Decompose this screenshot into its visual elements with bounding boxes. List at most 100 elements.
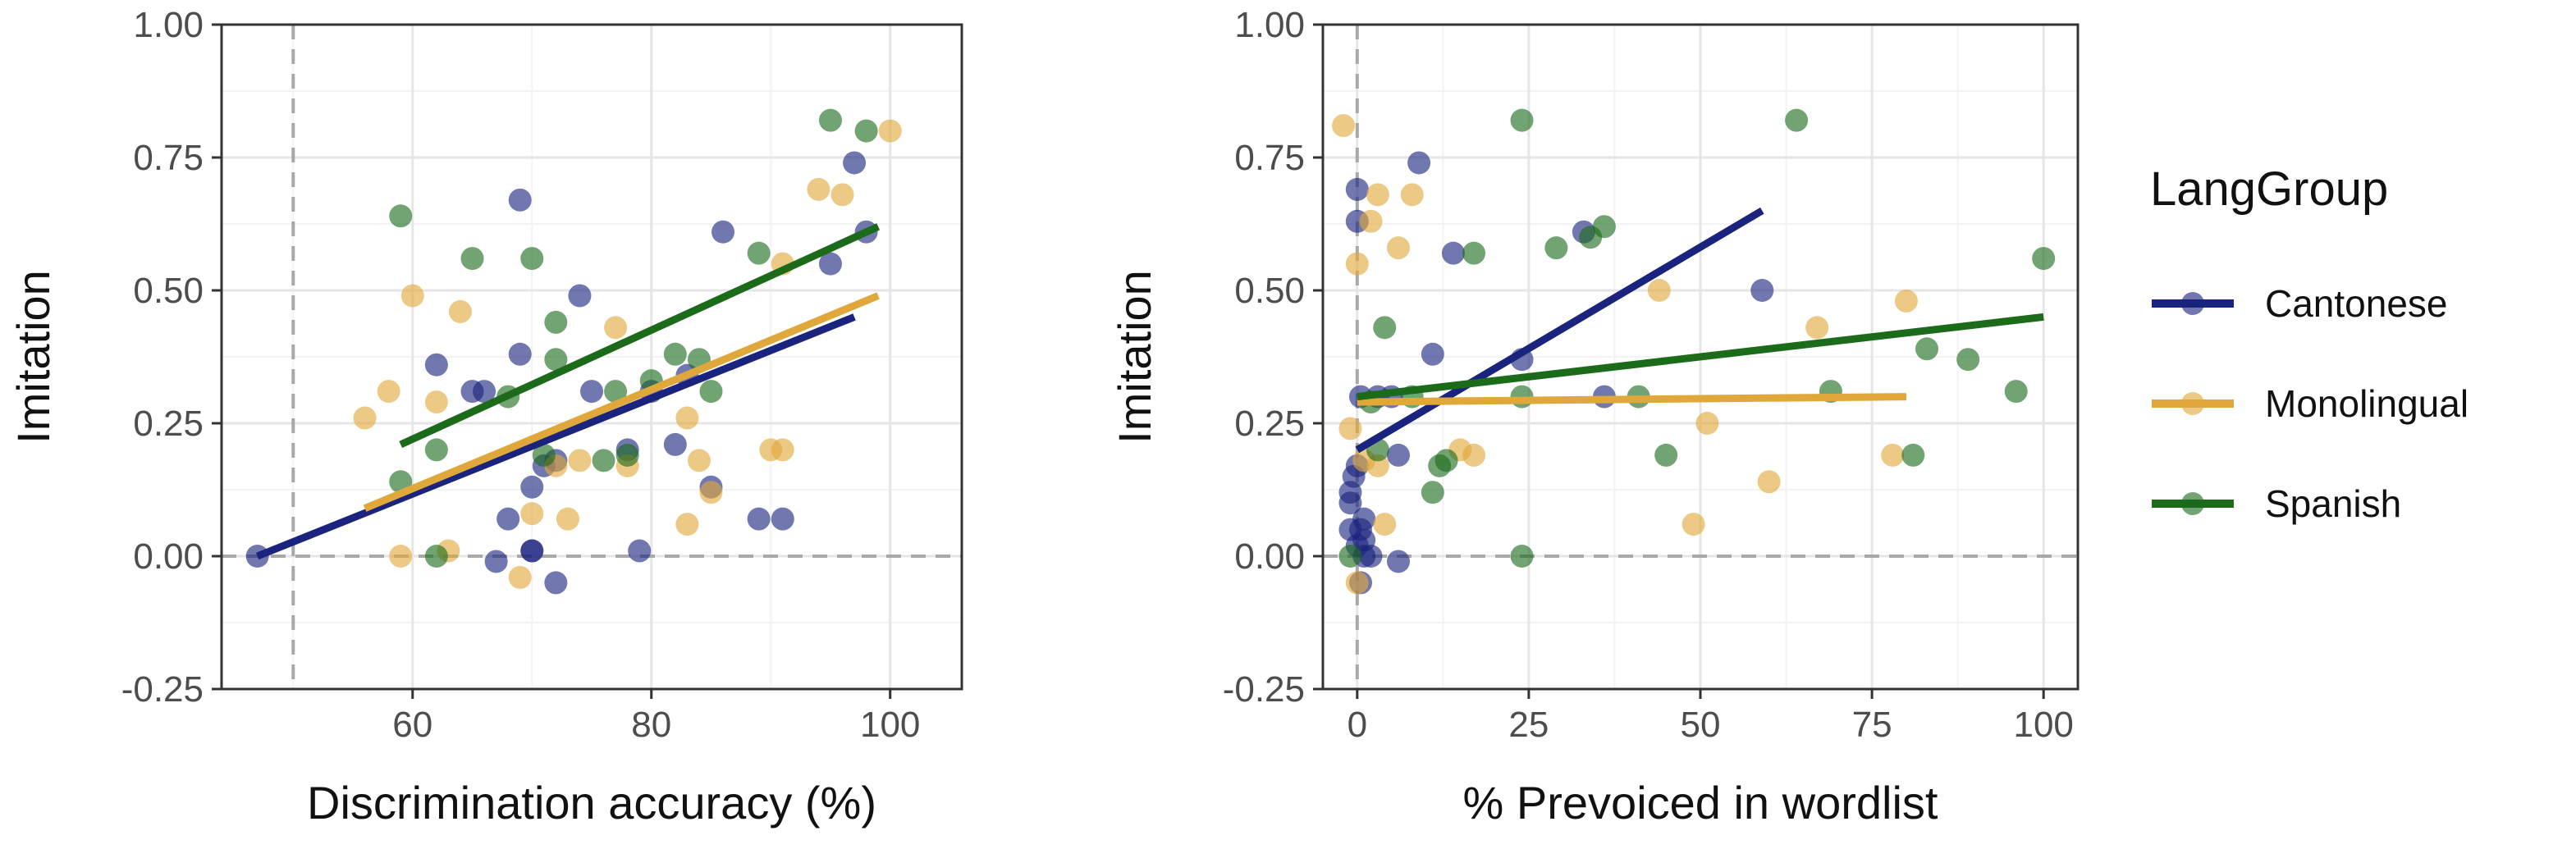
y-axis-title: Imitation	[1109, 270, 1160, 444]
data-point-spanish	[699, 380, 723, 404]
y-tick-label: 0.25	[133, 404, 204, 444]
data-point-spanish	[2004, 380, 2028, 404]
data-point-spanish	[520, 247, 544, 271]
data-point-monolingual	[1366, 183, 1389, 207]
data-point-monolingual	[878, 119, 902, 143]
data-point-spanish	[544, 310, 568, 334]
fit-line-spanish	[1357, 313, 2044, 401]
data-point-spanish	[818, 108, 842, 132]
x-tick-label: 100	[2013, 705, 2073, 745]
data-point-cantonese	[843, 151, 867, 175]
data-point-monolingual	[699, 481, 723, 504]
data-point-spanish	[1510, 108, 1534, 132]
data-point-monolingual	[400, 284, 424, 308]
legend-key-point-cantonese	[2181, 292, 2204, 315]
data-point-spanish	[615, 443, 639, 467]
data-point-monolingual	[377, 380, 400, 404]
data-point-cantonese	[747, 507, 771, 531]
data-point-spanish	[424, 545, 448, 568]
x-axis-title: Discrimination accuracy (%)	[307, 777, 876, 828]
data-point-cantonese	[568, 284, 592, 308]
data-point-monolingual	[448, 299, 472, 323]
data-point-cantonese	[1441, 241, 1465, 265]
data-point-monolingual	[1695, 412, 1719, 435]
data-point-monolingual	[1757, 470, 1781, 494]
legend-label-cantonese: Cantonese	[2265, 282, 2448, 325]
left-panel: -0.25 0.00 0.25 0.50 0.75 1.00 60 80 100 Discrimi…	[7, 5, 963, 828]
fit-line-spanish	[399, 223, 881, 449]
fit-line-monolingual	[363, 292, 880, 512]
x-tick-label: 80	[631, 705, 671, 745]
data-point-cantonese	[1352, 507, 1376, 531]
data-point-monolingual	[1345, 252, 1369, 276]
data-point-monolingual	[1366, 454, 1389, 477]
data-point-spanish	[592, 449, 615, 472]
legend-key-point-monolingual	[2181, 392, 2204, 415]
data-point-monolingual	[389, 545, 413, 568]
data-point-cantonese	[663, 432, 687, 456]
data-point-monolingual	[568, 449, 592, 472]
data-point-spanish	[604, 380, 628, 404]
data-point-spanish	[389, 204, 413, 228]
data-point-spanish	[1915, 337, 1938, 361]
data-point-spanish	[532, 443, 556, 467]
data-point-cantonese	[1338, 491, 1362, 515]
data-point-cantonese	[508, 188, 532, 212]
data-point-spanish	[2032, 247, 2056, 271]
data-point-monolingual	[604, 316, 628, 340]
fit-line-monolingual	[1357, 393, 1906, 406]
data-point-monolingual	[1387, 236, 1410, 260]
y-tick-label: 0.75	[1234, 138, 1305, 178]
legend-title: LangGroup	[2150, 162, 2388, 216]
data-point-spanish	[1654, 443, 1678, 467]
x-tick-label: 25	[1508, 705, 1549, 745]
data-point-monolingual	[771, 438, 794, 462]
data-point-monolingual	[353, 406, 377, 430]
fit-line-cantonese	[1355, 207, 1764, 454]
data-point-monolingual	[687, 449, 711, 472]
y-axis-title: Imitation	[7, 270, 59, 444]
data-point-cantonese	[1359, 545, 1383, 568]
data-point-monolingual	[1881, 443, 1905, 467]
data-point-cantonese	[473, 380, 496, 404]
data-point-monolingual	[424, 390, 448, 414]
data-point-spanish	[424, 438, 448, 462]
data-point-cantonese	[711, 220, 735, 244]
data-point-cantonese	[1750, 279, 1774, 302]
data-point-cantonese	[508, 342, 532, 366]
data-point-cantonese	[484, 550, 508, 573]
data-point-spanish	[1785, 108, 1809, 132]
data-point-cantonese	[1345, 177, 1369, 201]
y-tick-label: 0.50	[133, 271, 204, 311]
data-point-monolingual	[675, 513, 699, 536]
data-point-spanish	[1421, 481, 1444, 504]
data-point-cantonese	[544, 571, 568, 595]
data-point-spanish	[854, 119, 878, 143]
data-point-cantonese	[520, 475, 544, 499]
data-point-monolingual	[830, 183, 854, 207]
data-point-monolingual	[807, 177, 830, 201]
x-tick-label: 0	[1347, 705, 1367, 745]
data-point-monolingual	[675, 406, 699, 430]
data-point-cantonese	[496, 507, 520, 531]
y-tick-label: -0.25	[1223, 669, 1305, 710]
data-point-spanish	[663, 342, 687, 366]
data-point-spanish	[747, 241, 771, 265]
fit-line-cantonese	[255, 313, 856, 560]
data-point-monolingual	[1400, 183, 1424, 207]
data-point-spanish	[1592, 215, 1616, 239]
y-tick-label: 0.75	[133, 138, 204, 178]
data-point-cantonese	[818, 252, 842, 276]
data-point-spanish	[1434, 449, 1458, 472]
y-tick-label: 1.00	[1234, 5, 1305, 45]
x-axis-title: % Prevoiced in wordlist	[1463, 777, 1938, 828]
data-point-monolingual	[1359, 209, 1383, 233]
legend-key-point-spanish	[2181, 492, 2204, 515]
data-point-spanish	[1373, 316, 1397, 340]
data-point-monolingual	[1681, 513, 1705, 536]
y-tick-label: 0.50	[1234, 271, 1305, 311]
y-tick-label: 1.00	[133, 5, 204, 45]
data-point-cantonese	[1421, 342, 1444, 366]
data-point-spanish	[1544, 236, 1568, 260]
x-tick-label: 60	[392, 705, 432, 745]
